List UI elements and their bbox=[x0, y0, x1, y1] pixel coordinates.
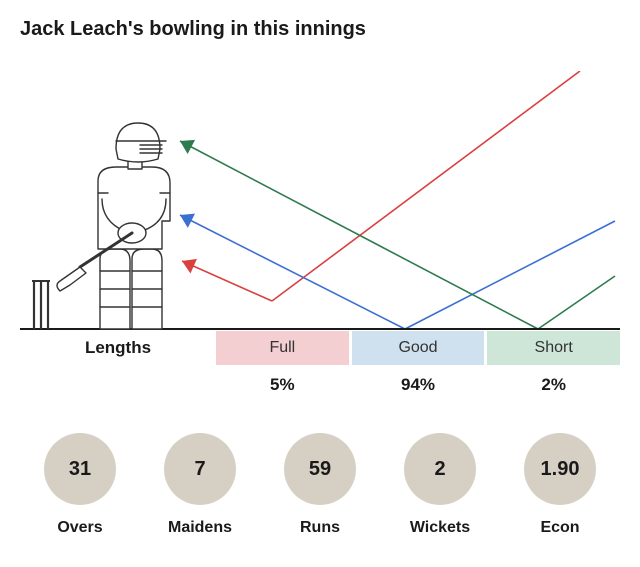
stat-label: Runs bbox=[300, 519, 340, 537]
stat-label: Wickets bbox=[410, 519, 470, 537]
stat-overs: 31 Overs bbox=[20, 433, 140, 537]
stat-label: Maidens bbox=[168, 519, 232, 537]
length-box-good: Good bbox=[352, 331, 485, 365]
pitch-diagram bbox=[20, 71, 620, 331]
length-box-short: Short bbox=[487, 331, 620, 365]
stat-circle: 1.90 bbox=[524, 433, 596, 505]
stat-circle: 2 bbox=[404, 433, 476, 505]
stat-maidens: 7 Maidens bbox=[140, 433, 260, 537]
stats-row: 31 Overs 7 Maidens 59 Runs 2 Wickets 1.9… bbox=[20, 433, 620, 537]
lengths-label: Lengths bbox=[20, 331, 216, 365]
length-box-full: Full bbox=[216, 331, 349, 365]
pct-full: 5% bbox=[216, 375, 349, 395]
lengths-row: Lengths Full Good Short bbox=[20, 331, 620, 365]
stat-circle: 31 bbox=[44, 433, 116, 505]
pct-good: 94% bbox=[352, 375, 485, 395]
stat-runs: 59 Runs bbox=[260, 433, 380, 537]
stat-wickets: 2 Wickets bbox=[380, 433, 500, 537]
lengths-pct-row: 5% 94% 2% bbox=[20, 375, 620, 395]
stat-circle: 59 bbox=[284, 433, 356, 505]
pct-short: 2% bbox=[487, 375, 620, 395]
diagram-svg bbox=[20, 71, 620, 331]
stat-circle: 7 bbox=[164, 433, 236, 505]
stat-label: Overs bbox=[57, 519, 102, 537]
stat-econ: 1.90 Econ bbox=[500, 433, 620, 537]
stat-label: Econ bbox=[540, 519, 579, 537]
page-title: Jack Leach's bowling in this innings bbox=[20, 18, 620, 41]
